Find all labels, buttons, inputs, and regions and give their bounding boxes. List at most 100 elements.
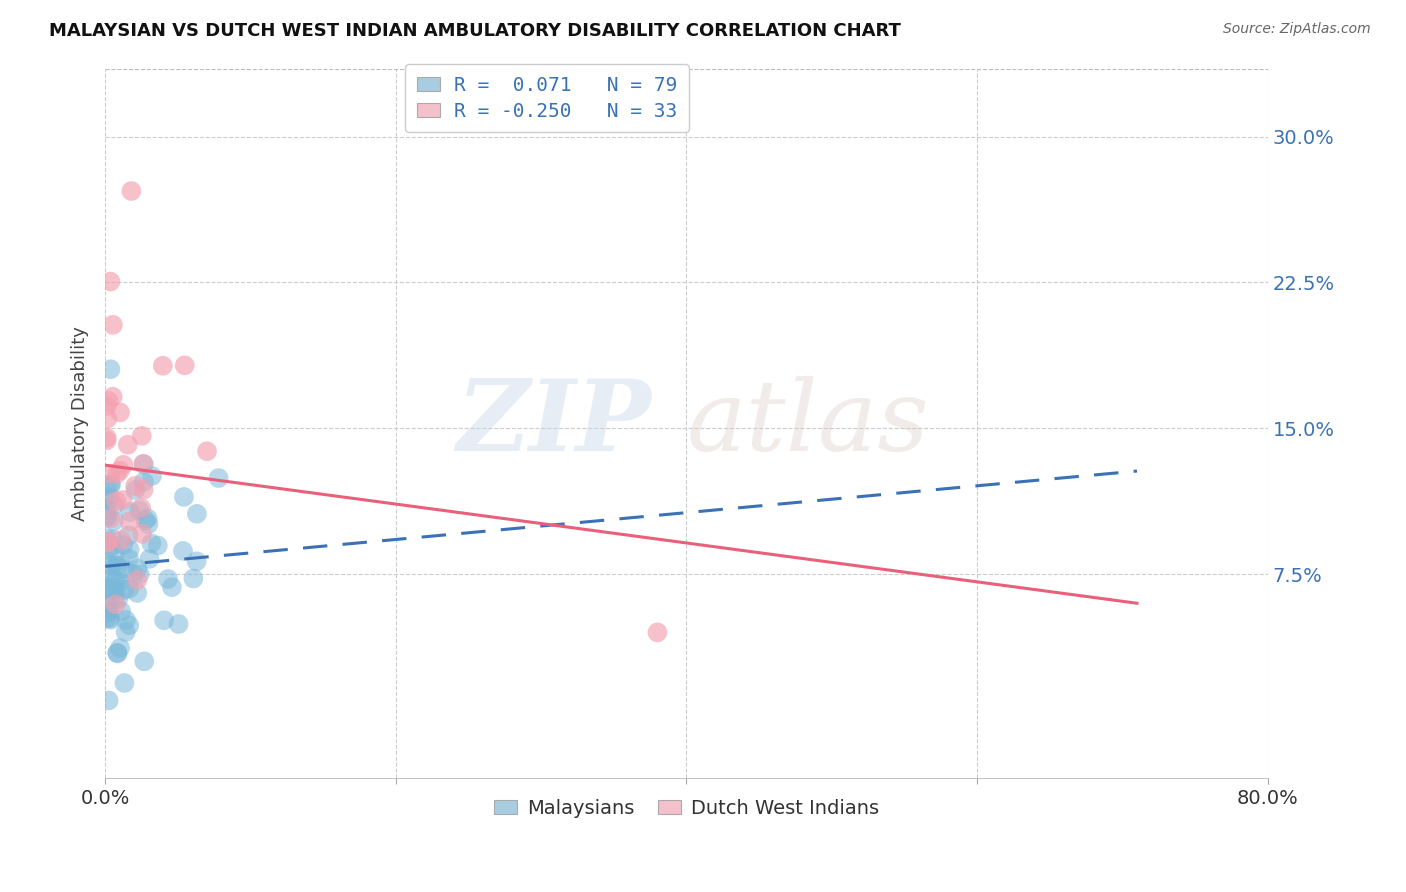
Legend: Malaysians, Dutch West Indians: Malaysians, Dutch West Indians: [486, 790, 887, 825]
Point: [97, 693, 120, 707]
Text: MALAYSIAN VS DUTCH WEST INDIAN AMBULATORY DISABILITY CORRELATION CHART: MALAYSIAN VS DUTCH WEST INDIAN AMBULATOR…: [49, 22, 901, 40]
Point: [114, 561, 136, 575]
Point: [96, 508, 118, 523]
Text: ZIP: ZIP: [457, 376, 651, 472]
Point: [98, 558, 121, 572]
Point: [100, 477, 122, 491]
Point: [96, 606, 118, 620]
Point: [128, 567, 150, 582]
Point: [138, 552, 160, 566]
Point: [96, 502, 118, 516]
Point: [96, 411, 118, 425]
Point: [131, 429, 153, 443]
Point: [96, 610, 118, 624]
Point: [108, 464, 131, 478]
Point: [146, 539, 169, 553]
Point: [98, 611, 121, 625]
Point: [97, 581, 120, 595]
Y-axis label: Ambulatory Disability: Ambulatory Disability: [72, 326, 89, 521]
Point: [173, 490, 195, 504]
Point: [96, 479, 118, 493]
Point: [97, 393, 120, 408]
Point: [132, 457, 155, 471]
Point: [110, 604, 132, 618]
Point: [105, 646, 128, 660]
Point: [173, 359, 195, 373]
Point: [110, 533, 132, 547]
Point: [103, 583, 125, 598]
Point: [104, 582, 127, 596]
Point: [207, 471, 229, 485]
Point: [96, 399, 118, 413]
Point: [114, 625, 136, 640]
Point: [104, 597, 127, 611]
Point: [98, 490, 121, 504]
Point: [118, 542, 141, 557]
Point: [647, 625, 669, 640]
Point: [118, 515, 141, 529]
Point: [110, 575, 132, 590]
Point: [100, 477, 122, 491]
Point: [118, 528, 141, 542]
Point: [134, 513, 156, 527]
Point: [118, 582, 141, 596]
Point: [100, 362, 122, 376]
Point: [136, 511, 159, 525]
Point: [96, 434, 118, 448]
Point: [134, 654, 156, 668]
Point: [124, 483, 146, 497]
Point: [108, 405, 131, 419]
Point: [105, 467, 128, 481]
Point: [96, 491, 118, 506]
Point: [138, 517, 160, 532]
Point: [115, 613, 138, 627]
Point: [96, 535, 118, 549]
Point: [98, 541, 121, 555]
Point: [105, 558, 128, 572]
Point: [111, 493, 134, 508]
Text: atlas: atlas: [686, 376, 929, 471]
Point: [122, 567, 145, 582]
Point: [195, 444, 218, 458]
Point: [100, 275, 122, 289]
Point: [127, 573, 149, 587]
Point: [112, 538, 135, 552]
Point: [132, 475, 155, 489]
Point: [118, 551, 141, 566]
Text: Source: ZipAtlas.com: Source: ZipAtlas.com: [1223, 22, 1371, 37]
Point: [160, 580, 183, 594]
Point: [128, 503, 150, 517]
Point: [112, 458, 135, 472]
Point: [131, 527, 153, 541]
Point: [101, 318, 124, 332]
Point: [100, 539, 122, 553]
Point: [127, 586, 149, 600]
Point: [103, 590, 125, 604]
Point: [132, 483, 155, 497]
Point: [104, 574, 127, 588]
Point: [107, 591, 129, 606]
Point: [172, 544, 194, 558]
Point: [132, 457, 155, 471]
Point: [153, 613, 176, 627]
Point: [118, 618, 141, 632]
Point: [117, 438, 139, 452]
Point: [156, 572, 179, 586]
Point: [127, 561, 149, 575]
Point: [100, 613, 122, 627]
Point: [107, 647, 129, 661]
Point: [152, 359, 174, 373]
Point: [186, 554, 208, 568]
Point: [96, 431, 118, 445]
Point: [141, 469, 163, 483]
Point: [98, 604, 121, 618]
Point: [97, 598, 120, 612]
Point: [112, 582, 135, 597]
Point: [129, 501, 152, 516]
Point: [104, 574, 127, 588]
Point: [167, 617, 190, 632]
Point: [96, 510, 118, 524]
Point: [100, 467, 122, 481]
Point: [183, 572, 205, 586]
Point: [141, 536, 163, 550]
